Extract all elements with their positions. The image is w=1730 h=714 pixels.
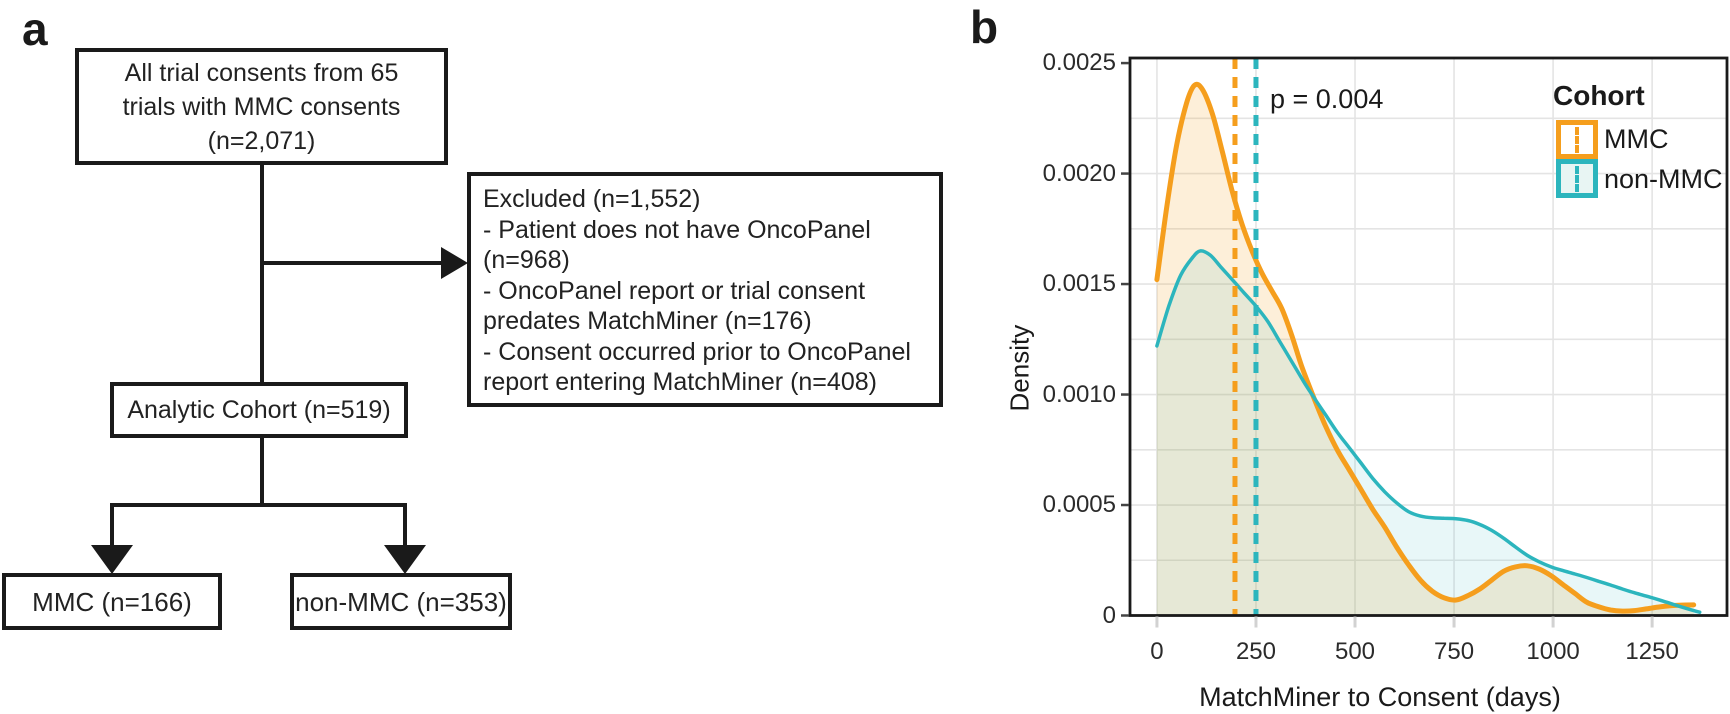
connector-analytic-to-split <box>260 438 264 507</box>
x-tick-label-1000: 1000 <box>1526 638 1580 665</box>
y-tick-label-0.0020: 0.0020 <box>1042 159 1116 187</box>
flowchart-box-excluded: Excluded (n=1,552) - Patient does not ha… <box>467 172 943 407</box>
legend-key-non-mmc-icon <box>1556 159 1598 198</box>
flowchart-box-all-consents-line2: trials with MMC consents <box>122 92 401 121</box>
connector-split-right <box>403 503 407 546</box>
non-mmc-box-text: non-MMC (n=353) <box>295 586 507 617</box>
panel-a-label: a <box>22 3 48 55</box>
excluded-line-7: report entering MatchMiner (n=408) <box>483 368 877 396</box>
connector-split-left <box>110 503 114 546</box>
excluded-line-3: (n=968) <box>483 246 570 274</box>
flowchart-box-all-consents-line3: (n=2,071) <box>207 126 316 155</box>
excluded-line-6: - Consent occurred prior to OncoPanel <box>483 337 911 366</box>
connector-branch-excluded <box>260 261 445 265</box>
density-area-non-MMC <box>1156 250 1700 616</box>
x-tick-label-1250: 1250 <box>1625 638 1679 665</box>
panel-b-label: b <box>970 1 999 53</box>
density-curve-non-MMC <box>1155 249 1702 614</box>
excluded-line-1: Excluded (n=1,552) <box>483 185 701 213</box>
x-tick-label-0: 0 <box>1150 638 1164 665</box>
y-tick-label-0.0015: 0.0015 <box>1042 270 1116 298</box>
plot-panel-background <box>1130 58 1727 616</box>
legend-key-mmc-icon <box>1556 120 1598 159</box>
flowchart-box-non-mmc: non-MMC (n=353) <box>290 573 512 630</box>
arrowhead-non-mmc-icon <box>384 545 426 574</box>
connector-top-to-analytic <box>260 165 264 384</box>
excluded-line-4: - OncoPanel report or trial consent <box>483 276 866 305</box>
flowchart-box-mmc: MMC (n=166) <box>2 573 222 630</box>
arrowhead-mmc-icon <box>91 545 133 574</box>
x-tick-label-250: 250 <box>1235 638 1276 665</box>
arrowhead-excluded-icon <box>441 247 468 279</box>
flowchart-box-analytic-cohort: Analytic Cohort (n=519) <box>110 382 408 438</box>
y-tick-label-0.0010: 0.0010 <box>1042 380 1116 408</box>
y-tick-label-0.0005: 0.0005 <box>1042 491 1116 519</box>
plot-panel-border <box>1128 56 1729 617</box>
excluded-line-2: - Patient does not have OncoPanel <box>483 215 871 244</box>
x-tick-label-500: 500 <box>1334 638 1376 665</box>
p-value-annotation: p = 0.004 <box>1270 84 1384 114</box>
connector-split-horizontal <box>110 503 407 507</box>
legend-label-mmc: MMC <box>1604 124 1669 154</box>
density-curve-MMC <box>1154 81 1697 614</box>
flowchart-box-all-consents-line1: All trial consents from 65 <box>124 58 399 87</box>
density-area-MMC <box>1156 84 1694 616</box>
analytic-cohort-text: Analytic Cohort (n=519) <box>127 396 391 424</box>
flowchart-box-all-consents: All trial consents from 65 trials with M… <box>75 48 448 165</box>
legend-key-mmc-dash <box>1575 126 1579 153</box>
y-tick-label-0.0025: 0.0025 <box>1042 49 1116 77</box>
legend-label-non-mmc: non-MMC <box>1604 164 1723 194</box>
mmc-box-text: MMC (n=166) <box>32 586 192 617</box>
x-axis-title: MatchMiner to Consent (days) <box>1199 682 1561 712</box>
y-tick-label-0: 0 <box>1102 601 1116 629</box>
excluded-line-5: predates MatchMiner (n=176) <box>483 307 812 335</box>
legend-title: Cohort <box>1553 80 1645 111</box>
x-tick-label-750: 750 <box>1434 638 1475 665</box>
legend-key-non-mmc-dash <box>1575 165 1579 192</box>
